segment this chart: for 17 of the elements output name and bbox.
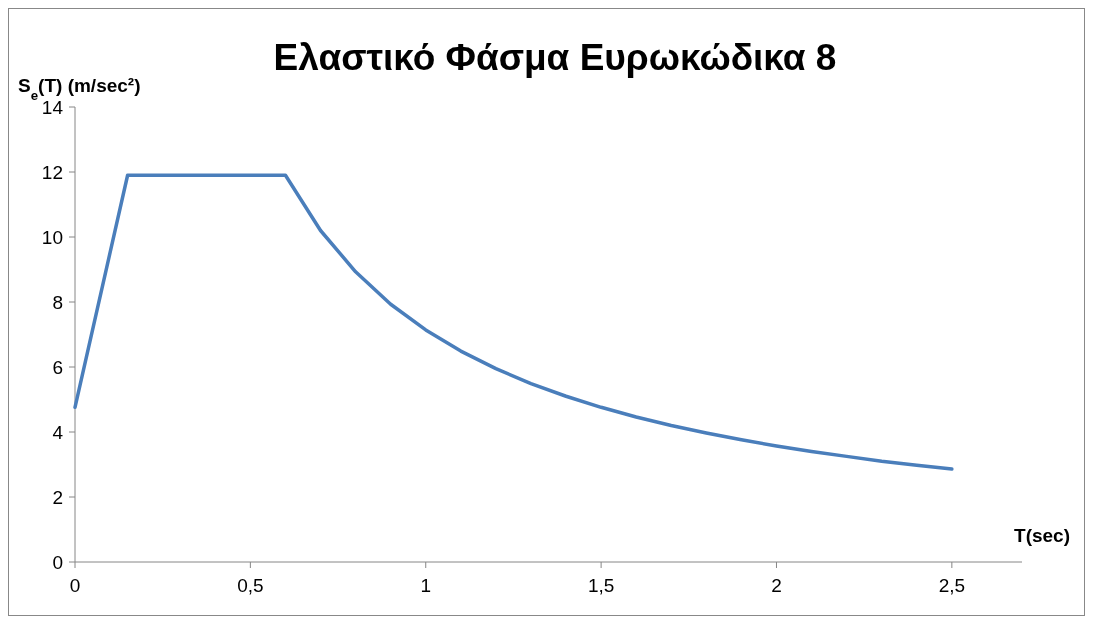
x-tick-label: 1 [420,575,432,596]
y-tick-label: 2 [52,486,63,508]
y-tick-label: 14 [41,96,64,118]
line-series [73,173,954,471]
y-tick-label: 8 [52,291,63,313]
x-axis-title: T(sec) [1014,525,1070,546]
y-tick-label: 0 [52,551,63,573]
y-tick-label: 4 [52,421,64,443]
x-tick-label: 2 [771,575,782,596]
y-tick-label: 12 [41,161,63,183]
x-tick-label: 0 [69,575,81,596]
x-tick-label: 0,5 [237,575,264,596]
y-tick-label: 10 [41,226,63,248]
x-tick-label: 1,5 [587,575,615,596]
chart-title: Ελαστικό Φάσμα Ευρωκώδικα 8 [273,37,837,78]
x-tick-label: 2,5 [938,575,966,596]
y-tick-label: 6 [52,356,63,378]
